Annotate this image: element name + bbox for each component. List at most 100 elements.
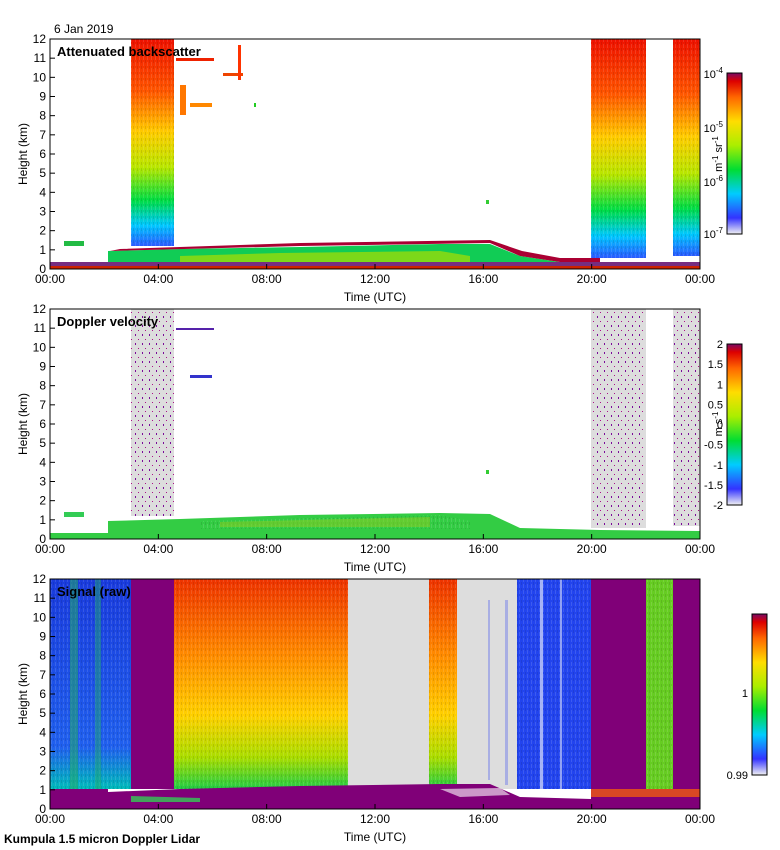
colorbar <box>726 343 743 506</box>
x-tick-label: 00:00 <box>35 542 65 556</box>
colorbar-tick-label: -1.5 <box>704 480 723 492</box>
date-label: 6 Jan 2019 <box>54 22 114 36</box>
y-tick-label: 1 <box>39 513 46 527</box>
y-tick-label: 7 <box>39 668 46 682</box>
x-tick-label: 08:00 <box>252 272 282 286</box>
x-ticks: 00:00 04:00 08:00 12:00 16:00 20:00 00:00 <box>35 264 715 286</box>
y-tick-label: 3 <box>39 205 46 219</box>
colorbar-tick-label: 1.5 <box>708 359 723 371</box>
y-tick-label: 8 <box>39 379 46 393</box>
y-tick-label: 7 <box>39 398 46 412</box>
colorbar-tick-label: 2 <box>717 339 723 351</box>
y-tick-label: 11 <box>34 51 47 65</box>
signal-boundary-layer <box>50 784 700 809</box>
colorbar-ticks: 1 0.99 <box>727 688 748 782</box>
panel-backscatter: Attenuated backscatter 0123456789101112 … <box>16 32 743 304</box>
y-tick-label: 10 <box>33 70 47 84</box>
y-tick-label: 2 <box>39 764 46 778</box>
y-tick-label: 3 <box>39 475 46 489</box>
x-axis-label: Time (UTC) <box>344 290 406 304</box>
x-tick-label: 04:00 <box>143 272 173 286</box>
signal-segment-nodata <box>457 579 517 789</box>
y-tick-label: 0 <box>39 262 46 276</box>
instrument-label: Kumpula 1.5 micron Doppler Lidar <box>4 832 200 846</box>
y-tick-label: 5 <box>39 706 46 720</box>
x-tick-label: 00:00 <box>685 812 715 826</box>
y-tick-label: 0 <box>39 532 46 546</box>
svg-text:10-6: 10-6 <box>704 174 724 189</box>
y-tick-label: 12 <box>33 572 47 586</box>
colorbar-ticks: -2 -1.5 -1 -0.5 0 0.5 1 1.5 2 <box>704 339 723 512</box>
y-tick-label: 8 <box>39 109 46 123</box>
y-tick-label: 8 <box>39 649 46 663</box>
x-tick-label: 20:00 <box>577 272 607 286</box>
panel-title: Doppler velocity <box>57 314 159 329</box>
colorbar-unit: m s-1 <box>711 411 725 436</box>
y-tick-label: 1 <box>39 243 46 257</box>
colorbar-tick-label: -0.5 <box>704 440 723 452</box>
svg-text:10-4: 10-4 <box>704 66 724 81</box>
x-tick-label: 08:00 <box>252 542 282 556</box>
y-tick-label: 6 <box>39 417 46 431</box>
y-tick-label: 4 <box>39 185 46 199</box>
colorbar-tick-label: 0.5 <box>708 399 723 411</box>
y-tick-label: 6 <box>39 687 46 701</box>
colorbar-tick-label: -2 <box>713 500 723 512</box>
y-tick-label: 10 <box>33 340 47 354</box>
colorbar-tick-label: 0 <box>717 420 723 432</box>
y-tick-label: 2 <box>39 494 46 508</box>
x-tick-label: 04:00 <box>143 542 173 556</box>
y-tick-label: 4 <box>39 455 46 469</box>
y-tick-label: 9 <box>39 630 46 644</box>
signal-segment-purple <box>131 579 174 789</box>
y-axis-label: Height (km) <box>16 123 30 185</box>
x-tick-label: 16:00 <box>468 812 498 826</box>
svg-text:10-7: 10-7 <box>704 226 724 241</box>
y-tick-label: 12 <box>33 302 47 316</box>
colorbar <box>751 613 768 776</box>
colorbar <box>726 72 743 235</box>
svg-text:0.99: 0.99 <box>727 770 748 782</box>
x-tick-label: 00:00 <box>35 272 65 286</box>
y-tick-label: 5 <box>39 436 46 450</box>
svg-text:10-5: 10-5 <box>704 120 724 135</box>
y-tick-label: 9 <box>39 360 46 374</box>
y-tick-label: 6 <box>39 147 46 161</box>
x-tick-label: 00:00 <box>685 272 715 286</box>
y-tick-label: 12 <box>33 32 47 46</box>
colorbar-tick-label: 1 <box>717 379 723 391</box>
y-tick-label: 2 <box>39 224 46 238</box>
signal-segment-purple <box>673 579 700 789</box>
x-tick-label: 08:00 <box>252 812 282 826</box>
y-tick-label: 3 <box>39 745 46 759</box>
y-axis-label: Height (km) <box>16 663 30 725</box>
y-tick-label: 5 <box>39 166 46 180</box>
panel-title: Signal (raw) <box>57 584 131 599</box>
signal-segment-nodata <box>348 579 429 789</box>
x-axis-label: Time (UTC) <box>344 560 406 574</box>
x-tick-label: 04:00 <box>143 812 173 826</box>
signal-segment-purple <box>591 579 646 789</box>
x-ticks: 00:00 04:00 08:00 12:00 16:00 20:00 00:00 <box>35 804 715 826</box>
y-axis-label: Height (km) <box>16 393 30 455</box>
x-tick-label: 00:00 <box>35 812 65 826</box>
y-tick-label: 11 <box>34 591 47 605</box>
x-tick-label: 20:00 <box>577 812 607 826</box>
y-tick-label: 0 <box>39 802 46 816</box>
x-tick-label: 00:00 <box>685 542 715 556</box>
y-tick-label: 7 <box>39 128 46 142</box>
x-tick-label: 12:00 <box>360 272 390 286</box>
x-tick-label: 12:00 <box>360 812 390 826</box>
y-tick-label: 10 <box>33 610 47 624</box>
y-tick-label: 4 <box>39 725 46 739</box>
x-tick-label: 12:00 <box>360 542 390 556</box>
colorbar-tick-label: -1 <box>713 460 723 472</box>
x-tick-label: 16:00 <box>468 542 498 556</box>
svg-text:1: 1 <box>742 688 748 700</box>
y-tick-label: 11 <box>34 321 47 335</box>
